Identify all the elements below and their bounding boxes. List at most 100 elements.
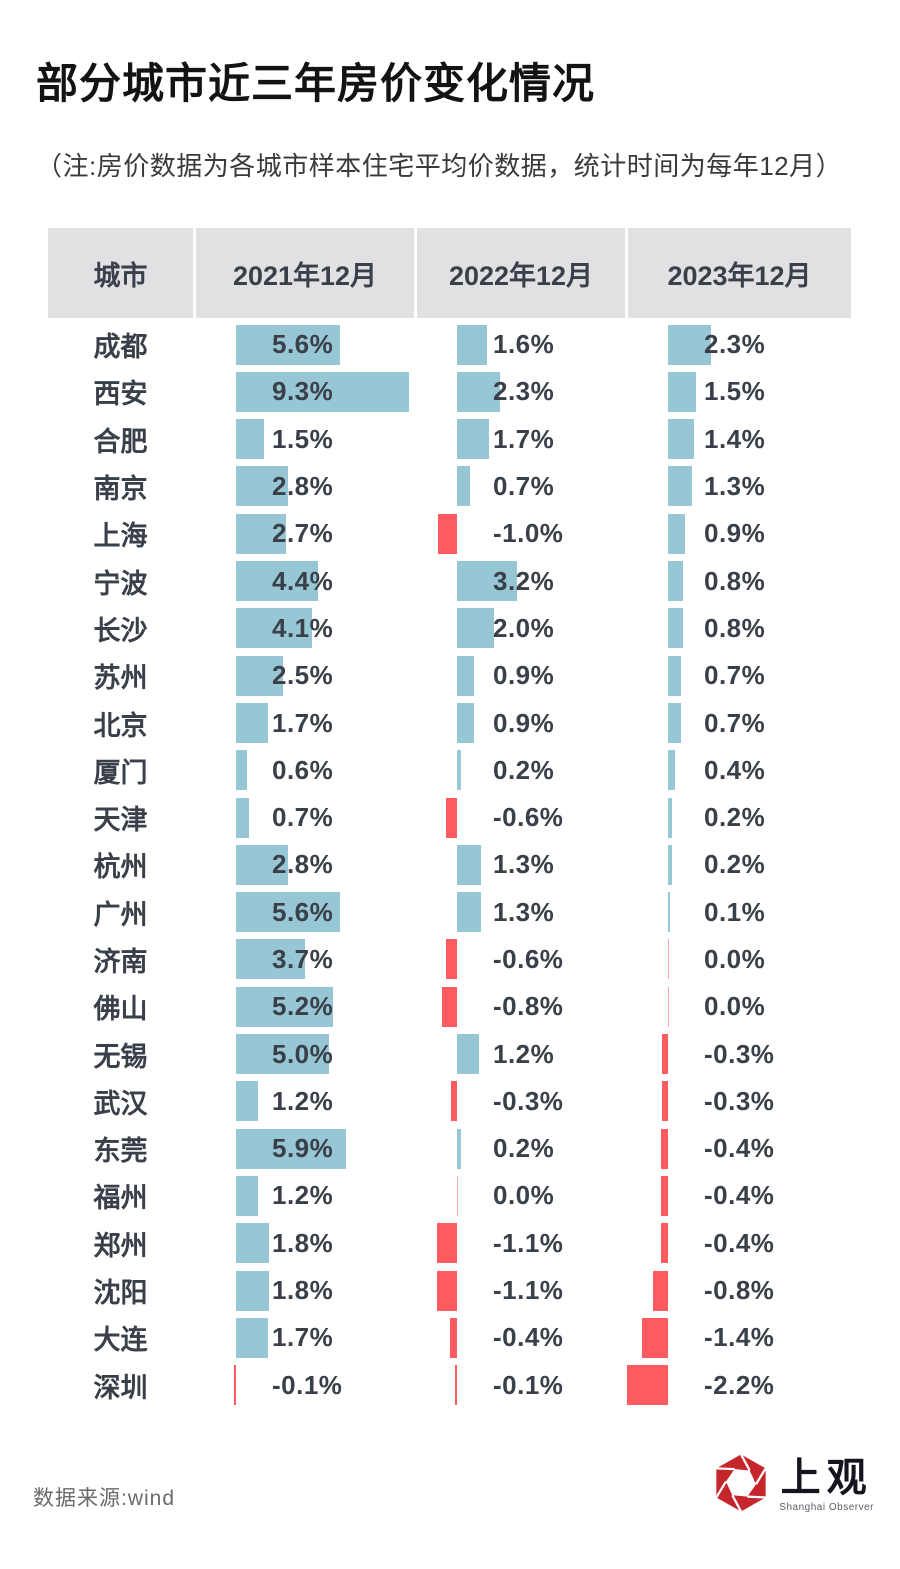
positive-bar xyxy=(457,702,474,743)
value-label: -0.4% xyxy=(704,1133,775,1164)
value-label: 0.9% xyxy=(493,707,555,738)
header-2021: 2021年12月 xyxy=(196,228,414,318)
positive-bar xyxy=(457,371,500,412)
value-label: 2.8% xyxy=(272,849,334,880)
bar-cell-2023年12月: 1.3% xyxy=(628,463,851,510)
positive-bar xyxy=(457,466,470,507)
value-label: -0.4% xyxy=(704,1180,775,1211)
table-row: 东莞 5.9% 0.2% -0.4% xyxy=(48,1125,851,1172)
bar-cell-2022年12月: -0.1% xyxy=(417,1362,625,1409)
city-label: 厦门 xyxy=(93,757,148,788)
negative-bar xyxy=(661,1128,668,1169)
bar-cell-2022年12月: 0.0% xyxy=(417,1172,625,1219)
table-body: 成都 5.6% 1.6% 2.3% 西安 9.3% 2.3% 1.5% 合肥 1.5% 1.7% 1.… xyxy=(48,321,851,1409)
bar-cell-2022年12月: -0.8% xyxy=(417,983,625,1030)
bar-cell-2023年12月: 0.9% xyxy=(628,510,851,557)
positive-bar xyxy=(236,986,333,1027)
value-label: 1.3% xyxy=(704,471,766,502)
value-label: 1.7% xyxy=(272,707,334,738)
page-title: 部分城市近三年房价变化情况 xyxy=(36,60,596,107)
negative-bar xyxy=(627,1365,668,1406)
city-label: 沈阳 xyxy=(93,1278,148,1309)
negative-bar xyxy=(450,1317,457,1358)
bar-cell-2022年12月: 1.6% xyxy=(417,321,625,368)
city-label: 广州 xyxy=(93,899,148,930)
table-row: 佛山 5.2% -0.8% 0.0% xyxy=(48,983,851,1030)
table-row: 郑州 1.8% -1.1% -0.4% xyxy=(48,1220,851,1267)
positive-bar xyxy=(457,1175,458,1216)
value-label: 1.6% xyxy=(493,329,555,360)
header-city: 城市 xyxy=(48,228,193,318)
value-label: 0.0% xyxy=(704,944,766,974)
positive-bar xyxy=(668,608,683,649)
bar-cell-2023年12月: 0.2% xyxy=(628,794,851,841)
city-label: 杭州 xyxy=(93,852,148,883)
bar-cell-2021年12月: 4.4% xyxy=(196,557,414,604)
positive-bar xyxy=(457,892,481,933)
bar-cell-2023年12月: -2.2% xyxy=(627,1362,851,1409)
value-label: -0.6% xyxy=(493,802,564,833)
bar-cell-2023年12月: 0.7% xyxy=(628,652,851,699)
aperture-logo-icon xyxy=(715,1453,767,1512)
value-label: 1.8% xyxy=(272,1227,334,1258)
positive-bar xyxy=(236,561,318,602)
table-header: 城市 2021年12月 2022年12月 2023年12月 xyxy=(48,228,851,318)
value-label: -0.1% xyxy=(272,1369,343,1400)
bar-cell-2021年12月: 1.5% xyxy=(196,416,414,463)
table-row: 杭州 2.8% 1.3% 0.2% xyxy=(48,841,851,888)
value-label: 1.5% xyxy=(272,423,334,454)
logo-subtitle: Shanghai Observer xyxy=(779,1501,874,1513)
negative-bar xyxy=(661,1175,668,1216)
value-label: 0.9% xyxy=(704,518,766,549)
bar-cell-2022年12月: 0.9% xyxy=(417,652,625,699)
bar-cell-2023年12月: -0.4% xyxy=(628,1125,851,1172)
value-label: -0.6% xyxy=(493,944,564,974)
value-label: -1.1% xyxy=(493,1275,564,1306)
bar-cell-2023年12月: 0.0% xyxy=(628,983,851,1030)
bar-cell-2022年12月: 3.2% xyxy=(417,557,625,604)
positive-bar xyxy=(236,1081,258,1122)
value-label: 0.9% xyxy=(493,660,555,691)
value-label: 0.0% xyxy=(493,1180,555,1211)
city-label: 南京 xyxy=(93,474,148,505)
value-label: 5.2% xyxy=(272,991,334,1022)
value-label: 2.3% xyxy=(493,376,555,407)
bar-cell-2022年12月: -1.1% xyxy=(417,1220,625,1267)
header-2022: 2022年12月 xyxy=(417,228,625,318)
value-label: 0.0% xyxy=(704,991,766,1022)
bar-cell-2021年12月: 3.7% xyxy=(196,936,414,983)
header-2023: 2023年12月 xyxy=(628,228,851,318)
shanghai-observer-logo: 上观 Shanghai Observer xyxy=(713,1452,874,1516)
positive-bar xyxy=(457,419,489,460)
value-label: -0.3% xyxy=(704,1038,775,1069)
price-change-table: 城市 2021年12月 2022年12月 2023年12月 成都 5.6% 1.6%… xyxy=(48,228,851,1409)
bar-cell-2023年12月: -0.4% xyxy=(628,1172,851,1219)
positive-bar xyxy=(236,892,340,933)
table-row: 广州 5.6% 1.3% 0.1% xyxy=(48,889,851,936)
logo-text: 上观 Shanghai Observer xyxy=(779,1455,874,1513)
value-label: 0.7% xyxy=(272,802,334,833)
bar-cell-2022年12月: 1.2% xyxy=(417,1030,625,1077)
value-label: 1.7% xyxy=(493,423,555,454)
city-label: 合肥 xyxy=(93,426,148,457)
negative-bar xyxy=(662,1034,668,1075)
bar-cell-2021年12月: 1.7% xyxy=(196,699,414,746)
positive-bar xyxy=(236,939,305,980)
bar-cell-2023年12月: -1.4% xyxy=(628,1314,851,1361)
value-label: 1.4% xyxy=(704,423,766,454)
value-label: 5.9% xyxy=(272,1133,334,1164)
bar-cell-2021年12月: 2.7% xyxy=(196,510,414,557)
positive-bar xyxy=(236,324,340,365)
positive-bar xyxy=(236,1223,269,1264)
value-label: -1.4% xyxy=(704,1322,775,1353)
city-label: 无锡 xyxy=(93,1041,148,1072)
positive-bar xyxy=(236,797,249,838)
value-label: 1.8% xyxy=(272,1275,334,1306)
positive-bar xyxy=(236,1128,346,1169)
value-label: 0.2% xyxy=(704,849,766,880)
bar-cell-2022年12月: 2.3% xyxy=(417,368,625,415)
value-label: 0.7% xyxy=(704,707,766,738)
positive-bar xyxy=(457,750,461,791)
positive-bar xyxy=(457,1128,461,1169)
value-label: 2.7% xyxy=(272,518,334,549)
